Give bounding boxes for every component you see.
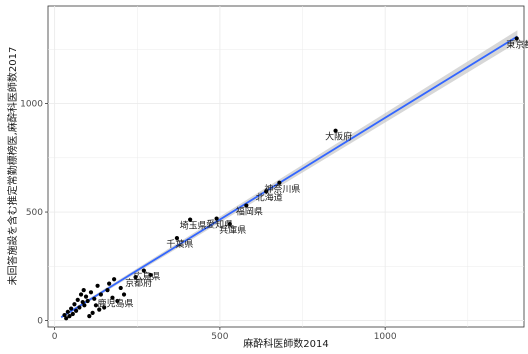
data-point	[141, 268, 146, 273]
point-label: 京都府	[125, 277, 152, 289]
data-point	[97, 307, 102, 312]
y-tick-label: 0	[37, 316, 43, 326]
x-axis-title: 麻酔科医師数2014	[243, 337, 328, 350]
x-tick-label: 1000	[374, 332, 397, 342]
data-point	[82, 303, 87, 308]
data-point	[148, 272, 153, 278]
regression-line	[60, 35, 518, 319]
y-axis-title: 未回答施設を含む推定常勤標榜医,麻酔科医師数2017	[6, 47, 19, 286]
data-point	[105, 288, 110, 293]
data-point	[64, 316, 69, 321]
point-label: 東京都	[506, 39, 528, 51]
trend-line	[60, 35, 518, 319]
point-label: 愛知県	[206, 219, 233, 231]
data-point	[174, 235, 180, 241]
data-point	[277, 180, 282, 185]
point-label: 埼玉県	[180, 220, 207, 232]
x-tick-label: 500	[211, 332, 228, 342]
data-point	[80, 299, 85, 305]
data-point	[214, 216, 219, 221]
data-point	[73, 308, 79, 313]
point-label: 広島県	[133, 271, 160, 283]
y-axis-ticks: 0 500 1000	[20, 100, 48, 326]
grid-lines	[48, 6, 524, 327]
data-point	[93, 303, 99, 308]
data-point	[110, 295, 115, 300]
y-tick-label: 1000	[20, 100, 43, 110]
data-point	[95, 283, 100, 288]
x-axis-ticks: 0 500 1000	[52, 327, 397, 342]
x-tick-label: 0	[52, 332, 58, 342]
data-point	[514, 36, 519, 41]
data-point	[78, 292, 84, 297]
data-point	[87, 314, 92, 319]
data-point	[188, 217, 193, 222]
data-point	[70, 311, 75, 317]
data-point	[112, 277, 117, 282]
y-tick-label: 500	[26, 208, 43, 218]
data-point	[227, 221, 232, 227]
point-label: 鹿児島県	[97, 298, 133, 310]
data-point	[75, 297, 80, 302]
data-point	[264, 189, 269, 194]
point-label: 大阪府	[325, 131, 352, 143]
point-label: 神奈川県	[264, 183, 300, 195]
data-point	[118, 285, 123, 291]
data-point	[67, 314, 72, 319]
data-point	[62, 312, 67, 318]
data-point	[85, 298, 90, 304]
point-labels: 東京都大阪府神奈川県北海道福岡県愛知県埼玉県兵庫県千葉県広島県京都府鹿児島県	[97, 39, 528, 310]
data-point	[107, 281, 112, 286]
data-point	[121, 292, 127, 297]
data-point	[69, 306, 74, 311]
data-point	[65, 309, 70, 314]
data-point	[115, 298, 120, 304]
data-point	[98, 292, 103, 297]
data-point	[333, 128, 338, 133]
data-points	[62, 36, 519, 321]
point-label: 千葉県	[166, 238, 193, 250]
data-point	[102, 305, 107, 310]
data-point	[244, 203, 249, 208]
data-point	[72, 302, 77, 307]
data-point	[81, 288, 86, 293]
point-label: 兵庫県	[219, 224, 246, 236]
data-point	[133, 275, 138, 280]
panel-background	[47, 5, 525, 328]
point-label: 福岡県	[236, 206, 263, 218]
point-label: 北海道	[256, 191, 283, 203]
data-point	[88, 290, 94, 295]
data-point	[92, 296, 97, 301]
data-point	[90, 310, 95, 316]
data-point	[77, 305, 82, 310]
data-point	[83, 294, 89, 299]
